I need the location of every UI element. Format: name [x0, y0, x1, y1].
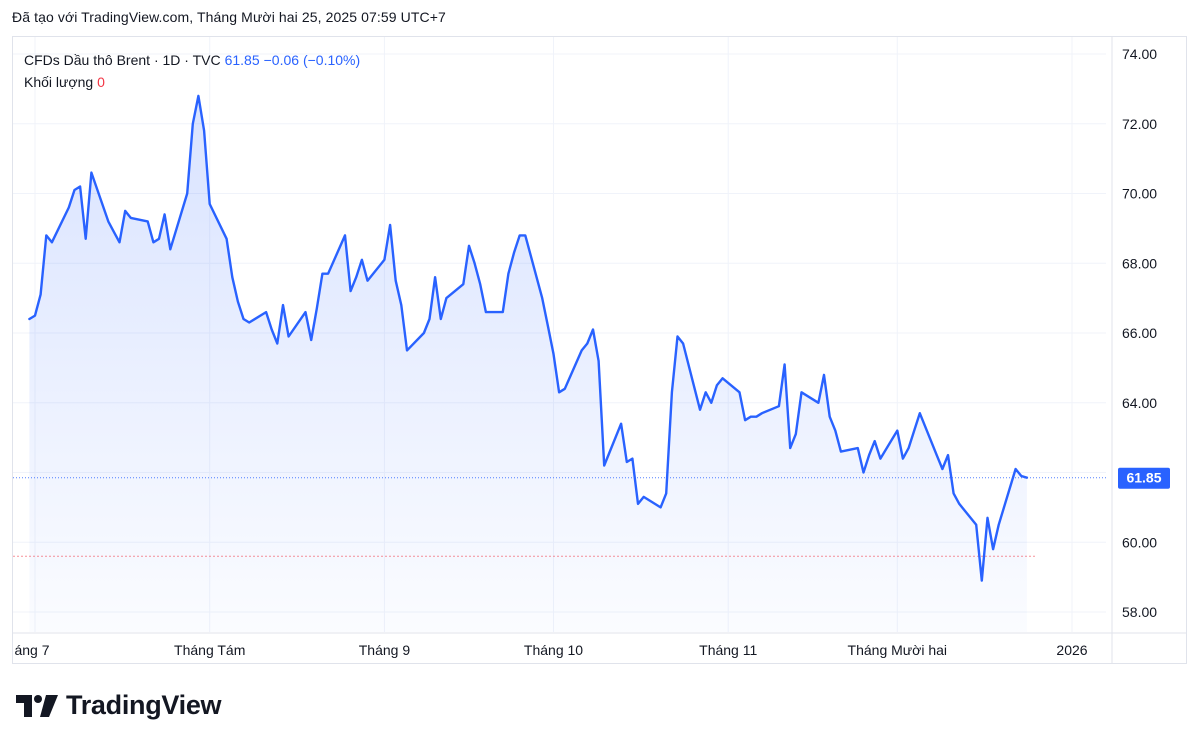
symbol-label[interactable]: CFDs Dầu thô Brent · 1D · TVC [24, 52, 221, 68]
price-series-line [28, 94, 1029, 582]
tradingview-brand-text: TradingView [66, 690, 222, 720]
x-tick-label: Tháng 9 [359, 642, 411, 658]
chart-frame [12, 36, 1187, 664]
x-tick-label: áng 7 [14, 642, 49, 658]
last-price-tag-bg [1118, 467, 1170, 489]
x-tick-label: Tháng Mười hai [848, 642, 947, 658]
x-axis[interactable]: áng 7 Tháng Tám Tháng 9 Tháng 10 Tháng 11 Thá… [14, 642, 1087, 658]
price-area-fill [29, 95, 1027, 632]
chart-attribution: Đã tạo với TradingView.com, Tháng Mười h… [12, 9, 446, 25]
legend-symbol-row: CFDs Dầu thô Brent · 1D · TVC 61.85 −0.06 … [24, 49, 360, 71]
y-tick-label: 58.00 [1122, 604, 1157, 620]
last-price: 61.85 [224, 52, 260, 68]
y-tick-label: 66.00 [1122, 325, 1157, 341]
y-tick-label: 72.00 [1122, 116, 1157, 132]
y-axis[interactable]: 58.0060.0062.0064.0066.0068.0070.0072.00… [1122, 46, 1157, 620]
volume-value: 0 [97, 74, 105, 90]
reference-lines [13, 477, 1106, 557]
price-area [29, 95, 1027, 632]
legend-volume-row: Khối lượng 0 [24, 71, 360, 93]
chart-legend[interactable]: CFDs Dầu thô Brent · 1D · TVC 61.85 −0.06 … [24, 49, 360, 93]
y-tick-label: 74.00 [1122, 46, 1157, 62]
x-tick-label: Tháng 11 [699, 642, 757, 658]
x-tick-label: Tháng 10 [524, 642, 583, 658]
x-tick-label: Tháng Tám [174, 642, 245, 658]
last-price-tag: 61.85 [1118, 467, 1170, 489]
y-tick-label: 60.00 [1122, 534, 1157, 550]
x-tick-label: 2026 [1056, 642, 1087, 658]
tradingview-mark-icon [16, 694, 58, 717]
tradingview-logo[interactable]: TradingView [16, 690, 222, 721]
y-tick-label: 64.00 [1122, 395, 1157, 411]
last-price-tag-text: 61.85 [1126, 470, 1161, 486]
price-change: −0.06 (−0.10%) [263, 52, 361, 68]
price-line [28, 94, 1029, 582]
y-tick-label: 68.00 [1122, 255, 1157, 271]
y-tick-label: 70.00 [1122, 186, 1157, 202]
volume-label[interactable]: Khối lượng [24, 74, 94, 90]
